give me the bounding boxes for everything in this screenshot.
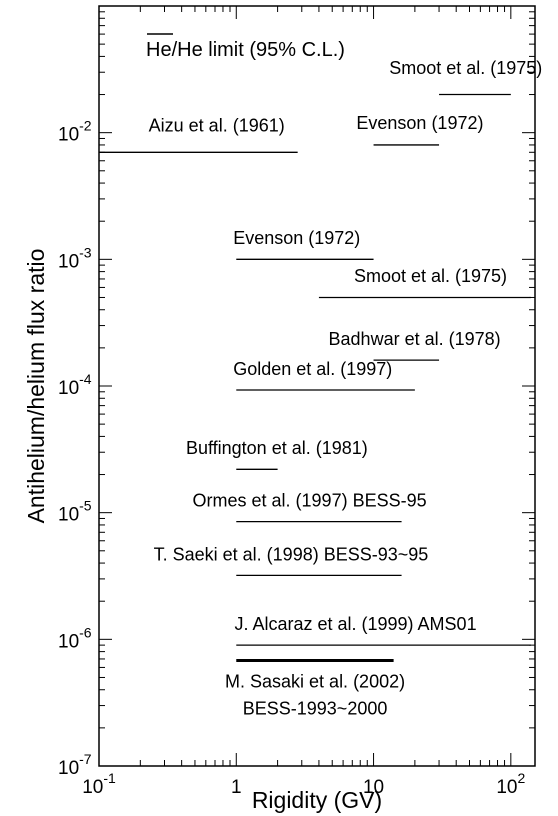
limit-label-5: Badhwar et al. (1978) (329, 329, 501, 349)
x-tick-label: 10-1 (82, 770, 116, 798)
limit-label-1: Smoot et al. (1975) (389, 58, 542, 78)
limit-label-bess-1993-2000: BESS-1993~2000 (243, 699, 388, 719)
limit-label-8: Ormes et al. (1997) BESS-95 (193, 490, 427, 510)
limit-label-3: Evenson (1972) (233, 228, 360, 248)
x-axis-ticks: 10-1 1 10 102 (82, 770, 525, 798)
header-annotation: He/He limit (95% C.L.) (146, 39, 345, 61)
limit-label-2: Evenson (1972) (356, 113, 483, 133)
y-axis-ticks: 10-2 10-3 10-4 10-5 10-6 10-7 (58, 118, 92, 779)
limit-labels: Aizu et al. (1961) Smoot et al. (1975) Eve… (149, 58, 543, 718)
limit-label-10: J. Alcaraz et al. (1999) AMS01 (234, 614, 476, 634)
minor-ticks (98, 6, 535, 767)
header-overlined-he: He (146, 39, 172, 61)
limit-lines (99, 93, 531, 663)
x-tick-label: 10 (363, 777, 384, 798)
limit-label-11: M. Sasaki et al. (2002) (225, 672, 405, 692)
x-tick-label: 102 (496, 770, 525, 798)
limit-label-7: Buffington et al. (1981) (186, 438, 368, 458)
y-tick-label: 10-4 (58, 371, 92, 399)
y-tick-label: 10-7 (58, 751, 92, 779)
x-tick-label: 1 (231, 777, 242, 798)
limit-label-6: Golden et al. (1997) (233, 359, 392, 379)
limit-label-0: Aizu et al. (1961) (149, 116, 285, 136)
y-tick-label: 10-2 (58, 118, 92, 146)
y-tick-label: 10-6 (58, 624, 92, 652)
x-axis-label: Rigidity (GV) (252, 787, 382, 813)
y-tick-label: 10-3 (58, 244, 92, 272)
y-tick-label: 10-5 (58, 498, 92, 526)
y-axis-label: Antihelium/helium flux ratio (23, 249, 49, 524)
limit-label-9: T. Saeki et al. (1998) BESS-93~95 (154, 544, 429, 564)
limit-label-4: Smoot et al. (1975) (354, 266, 507, 286)
header-rest: /He limit (95% C.L.) (172, 39, 345, 61)
